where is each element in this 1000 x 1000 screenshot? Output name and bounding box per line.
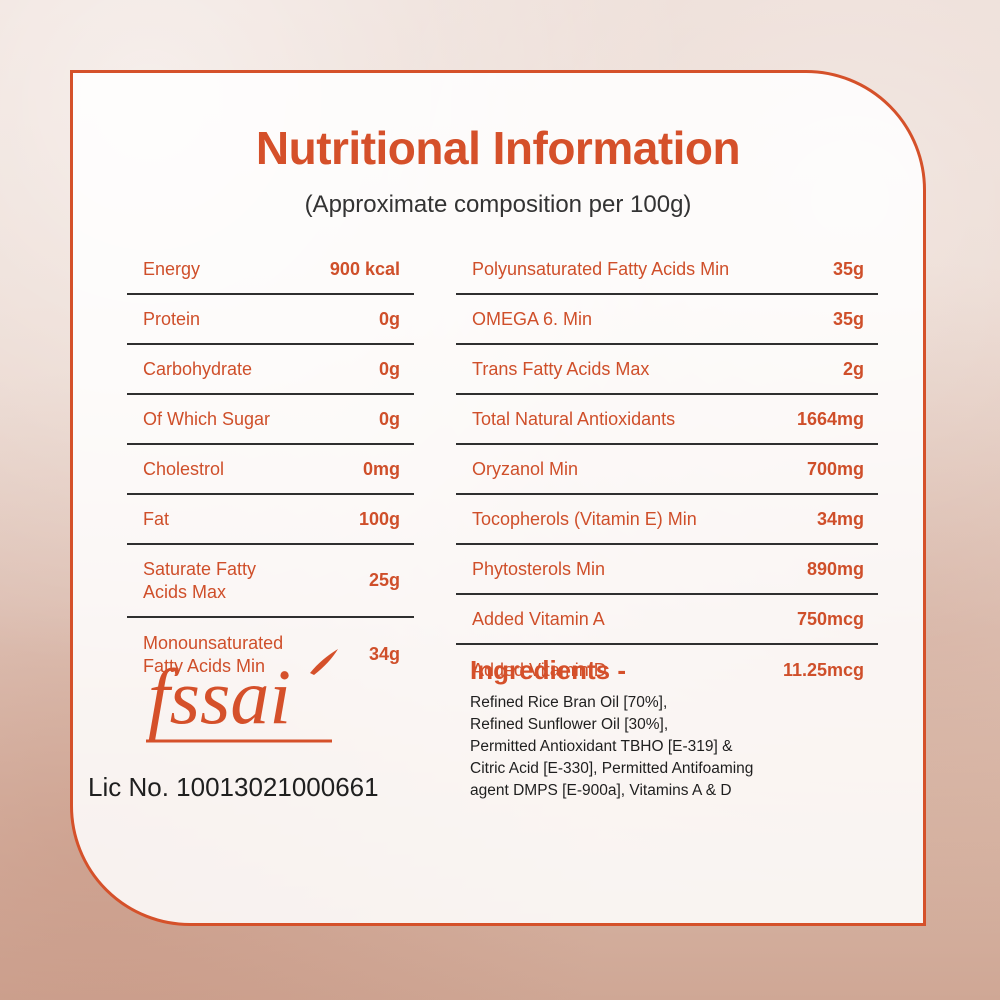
table-row: Fat 100g (127, 495, 414, 545)
nutrient-value: 0g (378, 408, 400, 429)
nutrition-card: Nutritional Information (Approximate com… (70, 70, 926, 926)
nutrient-value: 25g (368, 570, 400, 590)
nutrient-name: Protein (143, 308, 201, 329)
license-number: Lic No. 10013021000661 (88, 772, 379, 802)
nutrient-name: Total Natural Antioxidants (472, 408, 676, 429)
svg-text:fssai: fssai (148, 653, 291, 740)
page-subtitle: (Approximate composition per 100g) (304, 191, 692, 218)
table-row: Of Which Sugar 0g (127, 395, 414, 445)
nutrient-value: 900 kcal (329, 258, 400, 279)
table-row: Oryzanol Min 700mg (456, 445, 878, 495)
nutrient-name: Monounsaturated Fatty Acids Min (143, 632, 284, 676)
ingredients-title: Ingredients - (470, 655, 627, 685)
table-row: Monounsaturated Fatty Acids Min 34g (127, 618, 414, 691)
nutrient-name: Fat (143, 508, 170, 529)
nutrient-value: 0mg (362, 458, 400, 479)
table-row: Total Natural Antioxidants 1664mg (456, 395, 878, 445)
table-row: Cholestrol 0mg (127, 445, 414, 495)
ingredients-block: Ingredients - Refined Rice Bran Oil [70%… (470, 655, 840, 802)
nutrient-value: 0g (378, 308, 400, 329)
table-row: Protein 0g (127, 295, 414, 345)
table-row: Phytosterols Min 890mg (456, 545, 878, 595)
nutrient-name: Trans Fatty Acids Max (472, 358, 650, 379)
nutrient-value: 890mg (806, 558, 864, 579)
page-title: Nutritional Information (255, 122, 741, 174)
nutrient-name: Carbohydrate (143, 358, 253, 379)
table-row: Tocopherols (Vitamin E) Min 34mg (456, 495, 878, 545)
nutrient-value: 700mg (806, 458, 864, 479)
nutrient-value: 1664mg (796, 408, 864, 429)
nutrient-value: 34mg (816, 508, 864, 529)
table-row: Trans Fatty Acids Max 2g (456, 345, 878, 395)
nutrient-name: Cholestrol (143, 458, 225, 479)
table-row: Polyunsaturated Fatty Acids Min 35g (456, 245, 878, 295)
ingredients-text: Refined Rice Bran Oil [70%], Refined Sun… (470, 694, 754, 799)
table-row: Carbohydrate 0g (127, 345, 414, 395)
nutrient-value: 35g (832, 308, 864, 329)
nutrient-name: Added Vitamin D (472, 659, 607, 680)
nutrient-value: 11.25mcg (782, 659, 864, 680)
nutrient-name: Energy (143, 258, 201, 279)
table-row: Added Vitamin D 11.25mcg (456, 645, 878, 695)
nutrient-name: Added Vitamin A (472, 608, 605, 629)
nutrient-value: 750mcg (796, 608, 864, 629)
nutrient-value: 0g (378, 358, 400, 379)
nutrient-value: 35g (832, 258, 864, 279)
fssai-logo: fssai (146, 649, 338, 743)
nutrient-name: OMEGA 6. Min (472, 308, 593, 329)
table-row: Saturate Fatty Acids Max 25g (127, 545, 414, 618)
nutrient-value: 100g (358, 508, 400, 529)
table-row: OMEGA 6. Min 35g (456, 295, 878, 345)
nutrient-value: 34g (368, 644, 400, 664)
nutrient-name: Tocopherols (Vitamin E) Min (472, 508, 697, 529)
table-row: Energy 900 kcal (127, 245, 414, 295)
nutrient-name: Polyunsaturated Fatty Acids Min (472, 258, 730, 279)
nutrient-name: Of Which Sugar (143, 408, 271, 429)
nutrient-value: 2g (842, 358, 864, 379)
table-row: Added Vitamin A 750mcg (456, 595, 878, 645)
nutrient-name: Saturate Fatty Acids Max (143, 558, 257, 602)
nutrient-name: Oryzanol Min (472, 458, 579, 479)
nutrition-table-right: Polyunsaturated Fatty Acids Min 35g OMEG… (456, 245, 878, 695)
nutrition-table-left: Energy 900 kcal Protein 0g Carbohydrate … (127, 245, 414, 691)
nutrient-name: Phytosterols Min (472, 558, 606, 579)
